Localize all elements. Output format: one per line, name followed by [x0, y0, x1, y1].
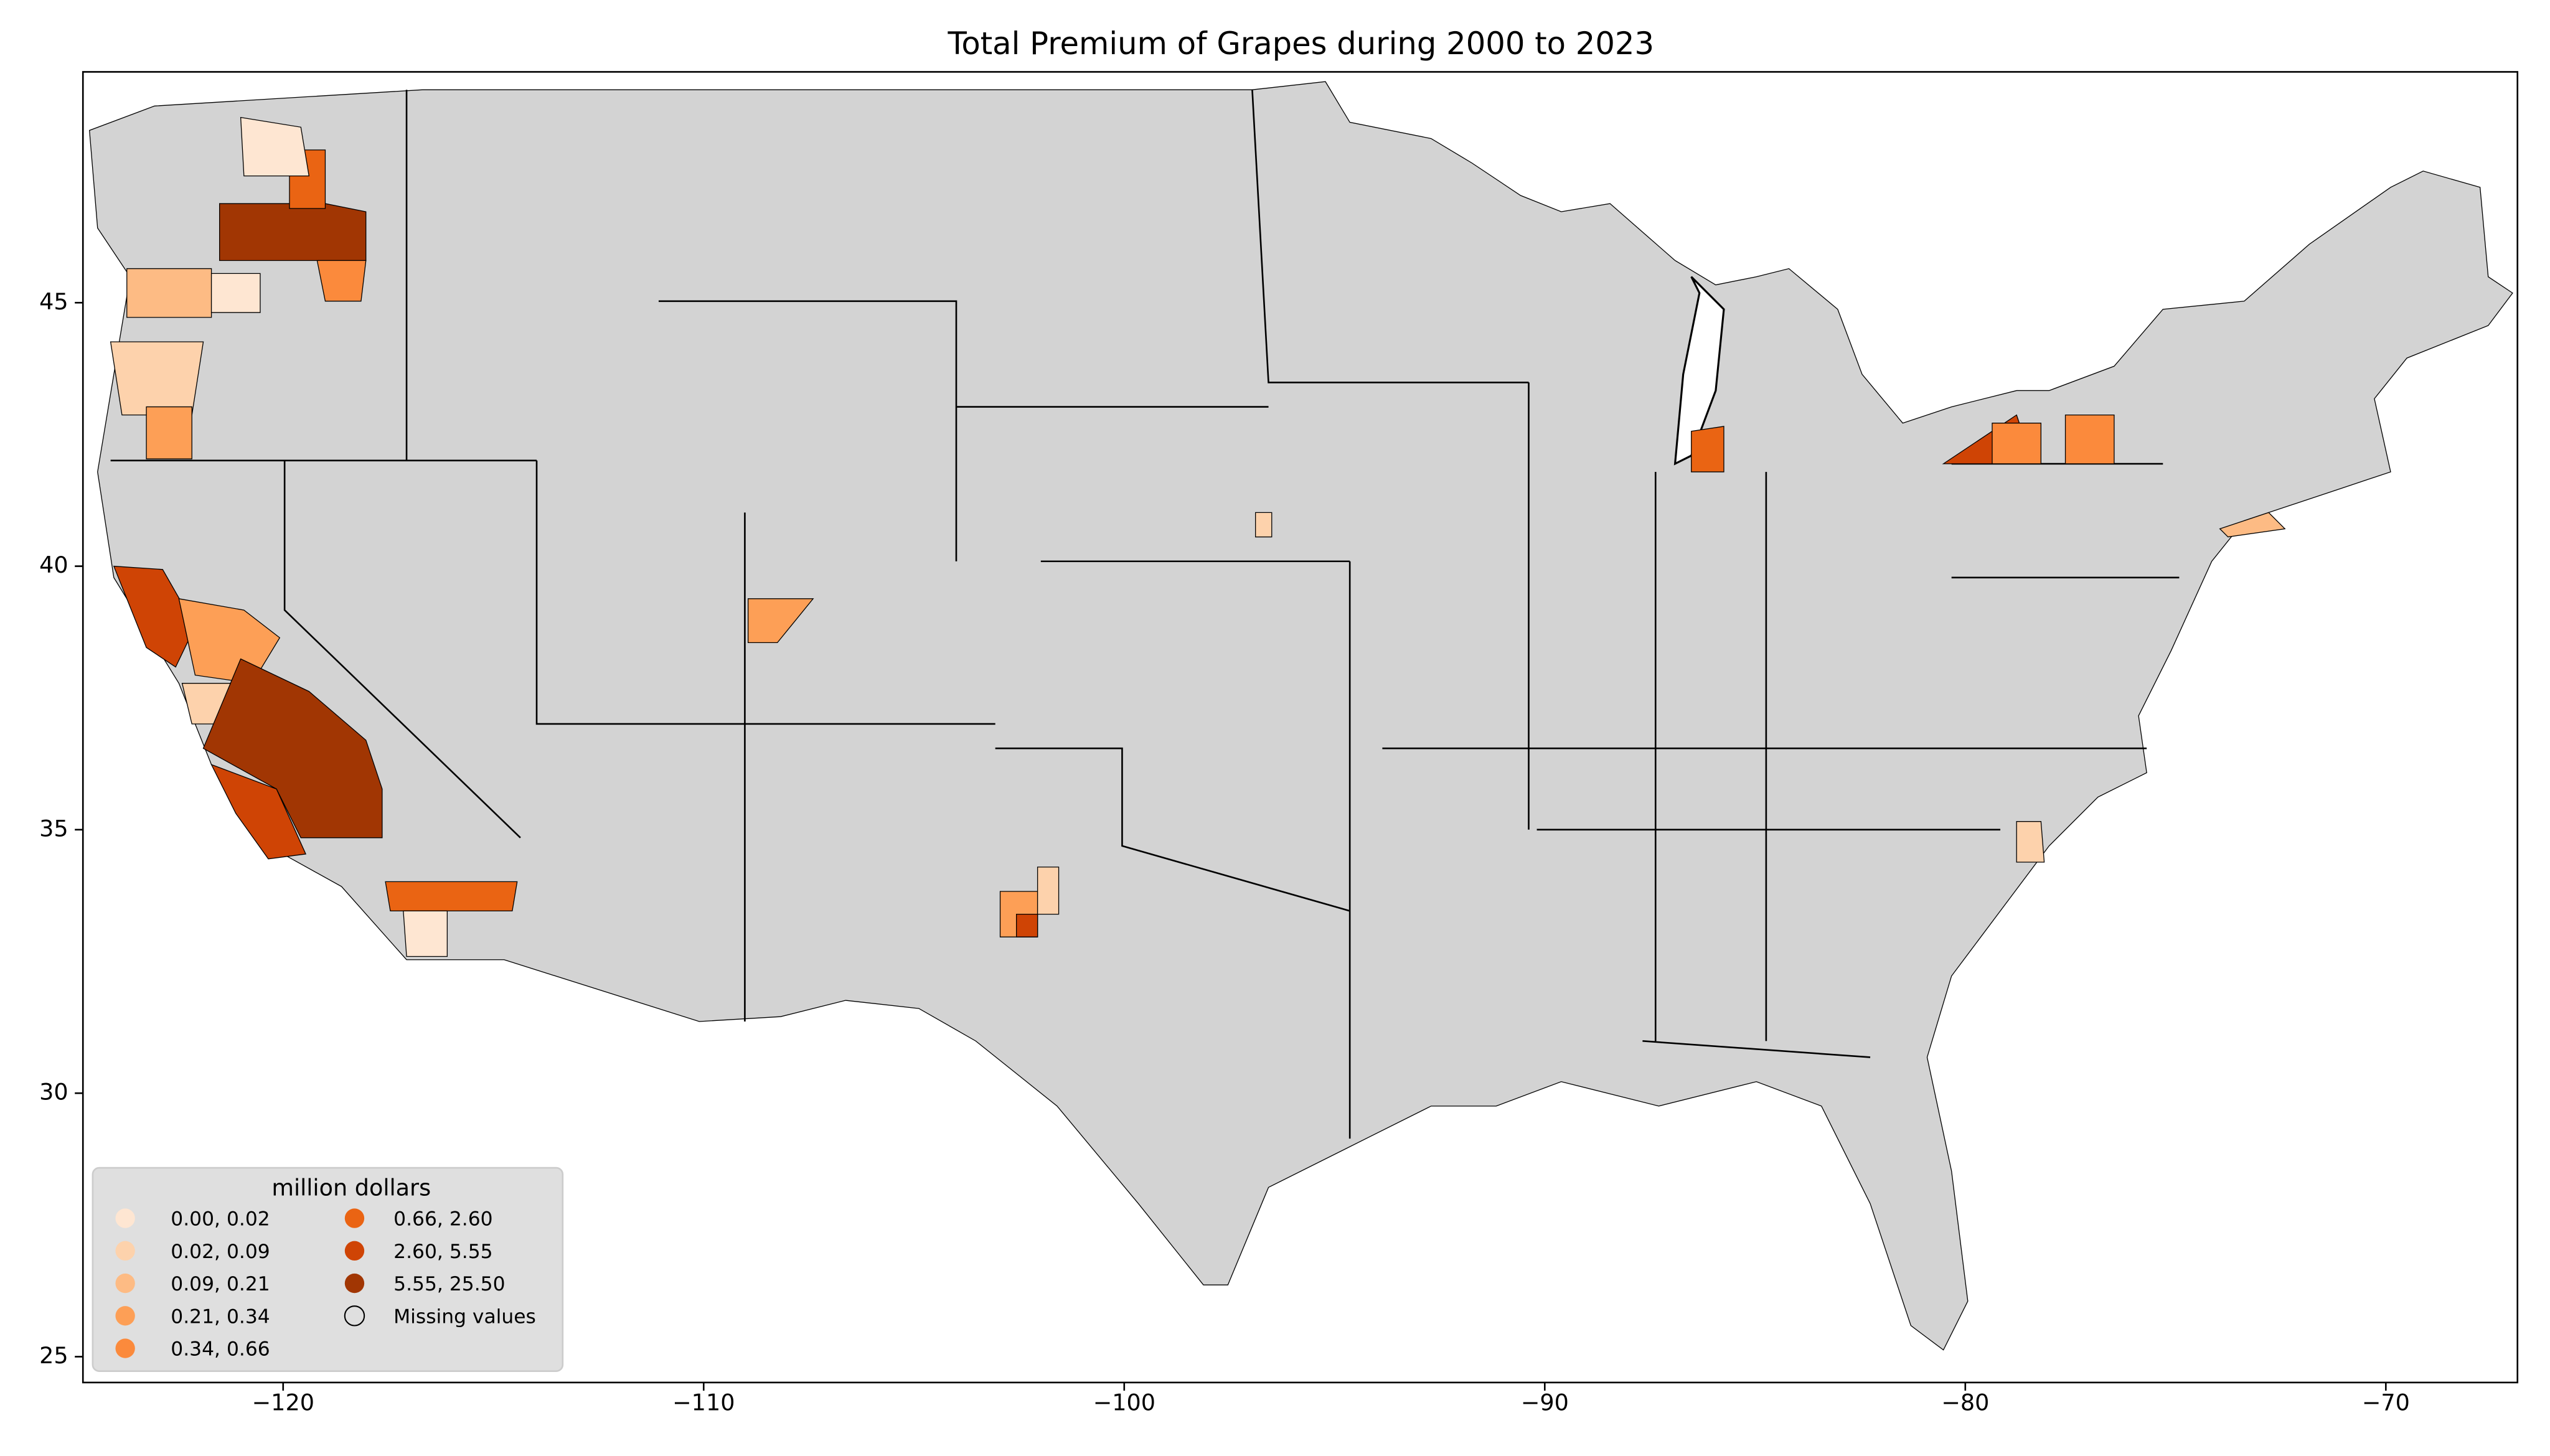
- region: [1254, 512, 1273, 538]
- legend-title: million dollars: [271, 1175, 431, 1201]
- region: [126, 268, 212, 318]
- chart-title: Total Premium of Grapes during 2000 to 2…: [947, 26, 1654, 62]
- region: [202, 658, 383, 838]
- state-borders: [110, 90, 2180, 1139]
- region: [747, 598, 814, 644]
- legend-label: 0.21, 0.34: [171, 1305, 270, 1328]
- y-tick-label: 35: [39, 815, 68, 842]
- legend-label: Missing values: [393, 1305, 536, 1328]
- legend: million dollars 0.00, 0.02 0.02, 0.09 0.09…: [92, 1167, 564, 1372]
- region: [1691, 426, 1724, 472]
- region: [2016, 821, 2045, 863]
- legend-marker: [115, 1208, 135, 1228]
- region: [1037, 867, 1060, 915]
- region: [1015, 913, 1038, 937]
- legend-marker: [344, 1305, 365, 1327]
- legend-marker: [115, 1306, 135, 1326]
- legend-box: [92, 1167, 564, 1372]
- y-tick-label: 40: [39, 552, 68, 578]
- legend-marker: [344, 1241, 365, 1261]
- legend-label: 0.00, 0.02: [171, 1208, 270, 1231]
- legend-label: 0.66, 2.60: [393, 1208, 492, 1231]
- data-regions: [110, 116, 2286, 957]
- y-tick-label: 25: [39, 1342, 68, 1369]
- region: [403, 910, 448, 957]
- region: [385, 881, 518, 912]
- region: [240, 116, 310, 177]
- land: [88, 81, 2513, 1351]
- region: [210, 273, 261, 313]
- axes: −120 −110 −100 −90 −80 −70 25 30 35 40 45: [39, 288, 2410, 1416]
- region: [2064, 414, 2115, 464]
- legend-marker: [344, 1273, 365, 1294]
- region: [178, 598, 281, 684]
- x-tick-label: −110: [672, 1389, 735, 1416]
- region: [146, 406, 192, 459]
- legend-label: 0.34, 0.66: [171, 1338, 270, 1361]
- lake: [1673, 276, 1725, 466]
- x-tick-label: −120: [252, 1389, 314, 1416]
- legend-label: 0.02, 0.09: [171, 1241, 270, 1263]
- legend-marker: [115, 1241, 135, 1261]
- region: [2219, 512, 2286, 538]
- x-tick-label: −70: [2362, 1389, 2410, 1416]
- legend-marker: [115, 1273, 135, 1294]
- x-tick-label: −100: [1093, 1389, 1155, 1416]
- region: [110, 341, 204, 416]
- region: [210, 764, 307, 860]
- y-tick-label: 45: [39, 288, 68, 315]
- legend-label: 5.55, 25.50: [393, 1273, 505, 1295]
- x-tick-label: −90: [1521, 1389, 1569, 1416]
- legend-marker: [344, 1208, 365, 1228]
- legend-label: 2.60, 5.55: [393, 1241, 492, 1263]
- x-tick-label: −80: [1941, 1389, 1989, 1416]
- region: [113, 565, 196, 668]
- y-tick-label: 30: [39, 1079, 68, 1106]
- region: [1992, 423, 2042, 464]
- legend-marker: [115, 1338, 135, 1358]
- legend-label: 0.09, 0.21: [171, 1273, 270, 1295]
- region: [316, 260, 367, 302]
- region: [219, 203, 367, 261]
- us-outline: [88, 81, 2513, 1351]
